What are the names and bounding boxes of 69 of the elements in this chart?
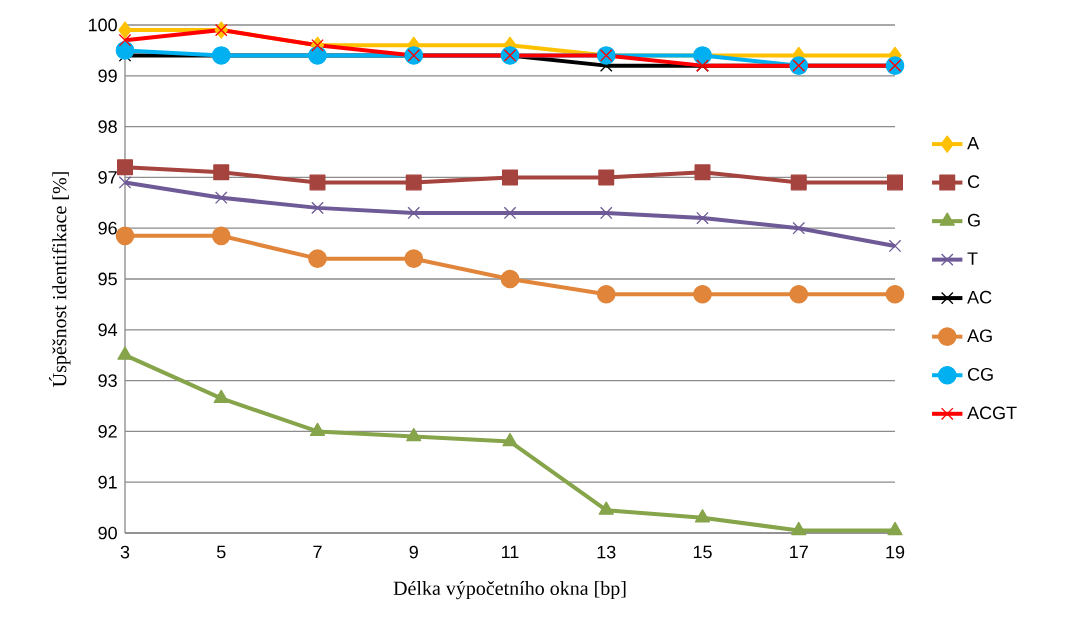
point (502, 169, 519, 186)
x-tick-label: 5 (216, 545, 226, 559)
point (696, 211, 709, 225)
point (115, 41, 135, 60)
point (694, 509, 711, 523)
point (789, 284, 809, 304)
legend-label: C (968, 175, 980, 189)
point (406, 427, 422, 442)
point (213, 164, 230, 181)
legend-label: G (967, 213, 980, 227)
point (598, 169, 615, 186)
point (213, 389, 229, 404)
y-tick-label: 97 (98, 171, 117, 184)
point (118, 176, 132, 189)
point (311, 201, 324, 215)
legend-label: A (967, 136, 980, 150)
y-axis-title: Úspěšnost identifikace [%] (49, 172, 71, 387)
point (308, 249, 327, 269)
x-tick-label: 7 (313, 545, 322, 559)
point (790, 174, 807, 191)
point (117, 159, 133, 176)
point (500, 269, 520, 289)
legend-label: AG (967, 329, 992, 343)
point (596, 284, 616, 304)
legend-label: T (967, 252, 978, 265)
x-tick-label: 17 (790, 545, 808, 559)
point (791, 521, 807, 536)
x-tick-label: 13 (597, 545, 616, 559)
point (211, 226, 231, 246)
x-tick-label: 15 (693, 545, 712, 559)
point (598, 501, 614, 515)
point (118, 33, 132, 47)
legend-label: ACGT (967, 406, 1017, 420)
x-tick-label: 19 (886, 545, 905, 559)
legend-label: CG (968, 367, 993, 381)
point (309, 422, 326, 437)
point (887, 174, 903, 191)
point (503, 206, 517, 220)
point (694, 164, 711, 181)
y-tick-label: 99 (98, 69, 117, 83)
y-tick-label: 92 (98, 425, 117, 438)
y-tick-label: 91 (98, 475, 117, 489)
point (885, 284, 905, 304)
point (309, 174, 326, 191)
x-tick-label: 11 (502, 545, 519, 559)
point (115, 226, 135, 246)
x-axis-title: Délka výpočetního okna [bp] (393, 580, 626, 600)
point (405, 174, 422, 191)
point (117, 346, 133, 360)
point (214, 191, 228, 205)
y-tick-label: 100 (88, 18, 117, 32)
point (502, 432, 518, 447)
point (599, 206, 613, 220)
point (693, 284, 712, 304)
point (118, 21, 132, 39)
x-tick-label: 3 (120, 545, 130, 559)
point (887, 521, 903, 536)
y-tick-label: 93 (98, 374, 117, 387)
y-tick-label: 95 (98, 272, 117, 286)
legend-label: AC (967, 290, 992, 304)
point (407, 206, 421, 220)
point (792, 221, 806, 235)
y-tick-label: 94 (98, 323, 118, 337)
x-tick-label: 9 (409, 545, 418, 559)
point (888, 239, 902, 253)
y-tick-label: 90 (98, 526, 117, 540)
y-tick-label: 98 (98, 120, 117, 133)
point (404, 249, 424, 269)
y-tick-label: 96 (98, 221, 117, 235)
